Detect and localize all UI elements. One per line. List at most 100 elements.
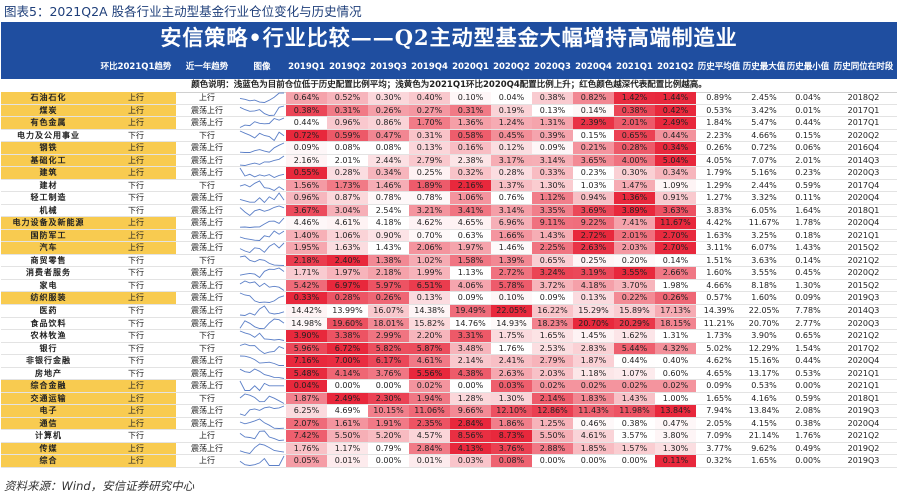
table-row: 非银行金融 下行 震荡上行 7.16% 7.00% 6.17% 4.61% 2.14% 2.41…: [1, 355, 897, 368]
quarter-value-cell: 2.72%: [491, 267, 532, 279]
table-row: 计算机 下行 上行 7.42% 5.50% 5.20% 4.57% 8.56% 8.73% 5.5…: [1, 430, 897, 443]
avg-cell: 4.66%: [706, 280, 732, 290]
industry-name: 综合: [1, 455, 96, 467]
table-row: 家电 下行 震荡上行 5.42% 6.97% 5.97% 6.51% 4.06% 5.78% 3.…: [1, 279, 897, 293]
quarter-value-cell: 1.36%: [614, 192, 655, 204]
sparkline-chart: [238, 330, 286, 342]
quarter-value-cell: 0.11%: [655, 455, 696, 467]
quarter-value-cell: 5.20%: [368, 430, 409, 442]
max-time-cell: 2018Q2: [847, 93, 880, 102]
trend-year-cell: 震荡上行: [191, 293, 223, 303]
quarter-value-cell: 1.43%: [368, 242, 409, 254]
max-cell: 22.05%: [748, 306, 780, 315]
max-cell: 4.15%: [751, 418, 777, 428]
quarter-value-cell: 0.60%: [655, 367, 696, 380]
trend-year-cell: 上行: [199, 456, 215, 466]
quarter-value-cell: 1.97%: [327, 267, 368, 279]
quarter-value-cell: 0.10%: [491, 292, 532, 304]
quarter-value-cell: 2.40%: [327, 254, 368, 267]
quarter-value-cell: 1.31%: [655, 330, 696, 342]
trend-q1-cell: 下行: [128, 431, 144, 441]
max-time-cell: 2020Q4: [847, 418, 880, 428]
quarter-value-cell: 15.82%: [409, 317, 450, 330]
trend-q1-cell: 下行: [128, 331, 144, 341]
quarter-value-cell: 5.87%: [409, 342, 450, 355]
table-row: 电力设备及新能源 上行 震荡上行 4.46% 4.61% 4.18% 4.62% 4.65% 6…: [1, 217, 897, 230]
industry-name: 基础化工: [1, 154, 96, 167]
industry-name: 农林牧渔: [30, 330, 67, 341]
min-cell: 1.76%: [795, 431, 821, 441]
quarter-value-cell: 2.44%: [368, 154, 409, 167]
quarter-value-cell: 0.87%: [327, 192, 368, 204]
quarter-value-cell: 0.00%: [368, 380, 409, 392]
industry-name: 房地产: [35, 367, 62, 378]
quarter-value-cell: 20.70%: [573, 317, 614, 330]
sparkline-chart: [238, 318, 286, 330]
avg-cell: 3.83%: [706, 205, 732, 215]
quarter-value-cell: 3.80%: [655, 430, 696, 442]
quarter-value-cell: 0.79%: [368, 442, 409, 455]
min-cell: 1.54%: [795, 343, 821, 353]
quarter-value-cell: 2.66%: [655, 267, 696, 279]
quarter-value-cell: 0.13%: [532, 104, 573, 117]
max-time-cell: 2020Q3: [847, 168, 880, 178]
table-row: 国防军工 上行 震荡上行 1.40% 1.06% 0.90% 0.70% 0.63% 1.66%…: [1, 229, 897, 243]
avg-cell: 1.73%: [706, 331, 732, 341]
quarter-value-cell: 4.18%: [573, 279, 614, 292]
quarter-value-cell: 4.62%: [409, 217, 450, 229]
quarter-value-cell: 3.04%: [327, 204, 368, 217]
quarter-value-cell: 0.09%: [286, 142, 327, 154]
max-time-cell: 2017Q1: [847, 105, 880, 115]
header-q0: 2019Q1: [288, 61, 325, 72]
industry-name: 汽车: [1, 242, 96, 254]
trend-year-cell: 震荡上行: [191, 356, 223, 366]
trend-q1-cell: 上行: [96, 292, 176, 304]
quarter-value-cell: 0.28%: [327, 167, 368, 179]
quarter-value-cell: 2.06%: [409, 242, 450, 254]
table-row: 食品饮料 下行 震荡上行 14.98% 19.60% 18.01% 15.82% 14.76%…: [1, 317, 897, 331]
quarter-value-cell: 18.01%: [368, 317, 409, 330]
quarter-value-cell: 2.20%: [409, 330, 450, 342]
quarter-value-cell: 0.25%: [573, 254, 614, 267]
sparkline-chart: [238, 267, 286, 279]
quarter-value-cell: 0.02%: [614, 380, 655, 392]
industry-name: 食品饮料: [30, 317, 67, 328]
quarter-value-cell: 0.45%: [491, 129, 532, 142]
quarter-value-cell: 3.35%: [532, 204, 573, 217]
quarter-value-cell: 0.00%: [368, 455, 409, 467]
quarter-value-cell: 6.51%: [409, 279, 450, 292]
quarter-value-cell: 2.25%: [532, 242, 573, 254]
quarter-value-cell: 0.34%: [368, 167, 409, 179]
trend-q1-cell: 上行: [96, 392, 176, 405]
avg-cell: 0.26%: [706, 143, 732, 153]
sparkline-chart: [238, 205, 286, 217]
max-cell: 20.70%: [748, 318, 780, 328]
trend-year-cell: 下行: [199, 393, 215, 403]
banner-title: 安信策略•行业比较——Q2主动型基金大幅增持高端制造业: [1, 22, 897, 54]
sparkline-chart: [238, 280, 286, 292]
industry-name: 煤炭: [1, 104, 96, 117]
industry-name: 电子: [1, 405, 96, 417]
quarter-value-cell: 2.35%: [409, 417, 450, 430]
quarter-value-cell: 2.83%: [573, 342, 614, 355]
max-cell: 5.47%: [751, 118, 777, 128]
trend-q1-cell: 上行: [96, 417, 176, 430]
quarter-value-cell: 12.10%: [491, 405, 532, 417]
quarter-value-cell: 3.69%: [573, 204, 614, 217]
table-row: 有色金属 上行 震荡上行 0.44% 0.96% 0.86% 1.70% 1.36% 1.24%…: [1, 117, 897, 130]
min-cell: 0.23%: [795, 168, 821, 178]
quarter-value-cell: 0.09%: [532, 142, 573, 154]
quarter-value-cell: 3.55%: [614, 267, 655, 279]
avg-cell: 0.53%: [706, 105, 732, 115]
industry-name: 轻工制造: [30, 192, 67, 203]
sparkline-chart: [238, 405, 286, 417]
max-time-cell: 2020Q4: [847, 218, 880, 228]
quarter-value-cell: 1.71%: [286, 267, 327, 279]
trend-year-cell: 下行: [199, 343, 215, 353]
quarter-value-cell: 0.04%: [286, 380, 327, 392]
table-row: 农林牧渔 下行 下行 3.90% 3.38% 2.99% 2.20% 3.31% 1.75% 1.…: [1, 330, 897, 343]
quarter-value-cell: 6.17%: [368, 355, 409, 367]
quarter-value-cell: 1.98%: [655, 279, 696, 292]
quarter-value-cell: 1.99%: [409, 267, 450, 279]
avg-cell: 0.89%: [706, 93, 732, 102]
